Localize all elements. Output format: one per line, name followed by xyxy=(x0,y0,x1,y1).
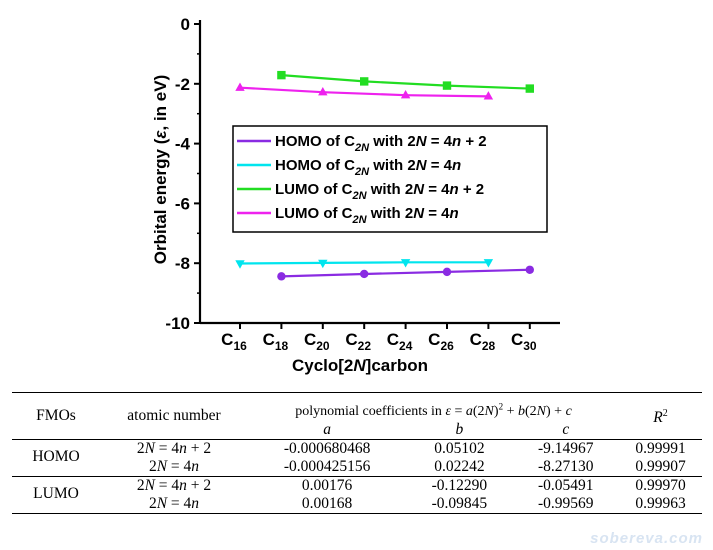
table-row: 2N = 4n -0.000425156 0.02242 -8.27130 0.9990… xyxy=(12,458,702,477)
value-cell-b: -0.09845 xyxy=(431,494,488,512)
data-point xyxy=(525,265,534,274)
table-row: HOMO 2N = 4n + 2 -0.000680468 0.05102 -9.149… xyxy=(12,439,702,465)
x-tick-label: C18 xyxy=(263,330,289,353)
value-cell-c: -8.27130 xyxy=(538,457,594,475)
y-tick-label: -4 xyxy=(175,135,191,154)
data-point xyxy=(277,70,286,80)
fmo-cell: LUMO xyxy=(33,484,79,502)
value-cell-b: 0.02242 xyxy=(434,457,485,475)
data-point xyxy=(442,267,452,277)
data-point xyxy=(442,81,452,90)
series-line xyxy=(281,268,530,278)
header-b: b xyxy=(455,420,464,438)
legend-label: HOMO of C2N with 2N = 4n + 2 xyxy=(275,133,487,154)
y-tick-label: -6 xyxy=(175,194,190,213)
series-3 xyxy=(277,70,534,93)
atomic-number-cell: 2N = 4n + 2 xyxy=(136,439,212,457)
y-axis-title: Orbital energy (ε, in eV) xyxy=(151,75,170,265)
legend-label: HOMO of C2N with 2N = 4n xyxy=(275,157,461,178)
polynomial-fit-table: FMOs atomic number polynomial coefficien… xyxy=(12,392,702,514)
chart-legend: HOMO of C2N with 2N = 4n + 2 HOMO of C2N … xyxy=(232,125,548,233)
series-2 xyxy=(235,259,494,269)
value-cell-a: 0.00176 xyxy=(301,476,353,494)
x-tick-label: C22 xyxy=(345,330,371,353)
series-layer xyxy=(235,70,534,281)
series-1 xyxy=(277,265,534,281)
data-point xyxy=(360,269,369,279)
x-tick-label: C30 xyxy=(511,330,537,353)
data-point xyxy=(483,91,494,100)
header-atomic-number: atomic number xyxy=(127,406,221,424)
atomic-number-cell: 2N = 4n + 2 xyxy=(136,476,212,494)
data-point xyxy=(318,259,328,269)
value-cell-r2: 0.99907 xyxy=(635,457,686,475)
x-tick-label: C26 xyxy=(428,330,454,353)
data-point xyxy=(483,259,494,268)
watermark: sobereva.com xyxy=(590,530,703,547)
data-point xyxy=(360,77,369,86)
data-point xyxy=(235,260,245,269)
x-tick-label: C28 xyxy=(470,330,496,353)
value-cell-c: -9.14967 xyxy=(538,439,594,457)
data-point xyxy=(277,272,286,281)
series-line xyxy=(239,261,489,265)
value-cell-a: 0.00168 xyxy=(301,494,353,512)
atomic-number-cell: 2N = 4n xyxy=(148,457,200,475)
value-cell-c: -0.05491 xyxy=(538,476,594,494)
fmo-cell: HOMO xyxy=(32,447,80,465)
orbital-energy-chart: 0 -2 -4 -6 -8 -10 C16 C18 C20 C22 C24 C26 C28 C30 Cycl… xyxy=(151,15,560,375)
header-a: a xyxy=(323,420,331,438)
x-tick-label: C24 xyxy=(387,330,413,353)
value-cell-r2: 0.99991 xyxy=(635,439,686,457)
x-axis-title: Cyclo[2N]carbon xyxy=(292,356,428,375)
data-point xyxy=(318,86,328,96)
header-r2: R2 xyxy=(653,407,668,426)
header-polynomial: polynomial coefficients in ε = a(2N)2 + … xyxy=(295,401,572,419)
value-cell-r2: 0.99963 xyxy=(635,494,686,512)
legend-box xyxy=(232,125,548,233)
table-row: LUMO 2N = 4n + 2 0.00176 -0.12290 -0.05491 0.… xyxy=(12,476,702,502)
header-fmos: FMOs xyxy=(36,406,76,424)
value-cell-a: -0.000425156 xyxy=(283,457,371,475)
data-point xyxy=(400,259,411,268)
value-cell-c: -0.99569 xyxy=(538,494,594,512)
value-cell-a: -0.000680468 xyxy=(283,439,371,457)
y-tick-label: -2 xyxy=(175,75,190,94)
x-tick-label: C20 xyxy=(304,330,330,353)
data-point xyxy=(400,89,411,99)
series-line xyxy=(239,86,489,98)
series-4 xyxy=(235,82,494,100)
y-tick-label: -10 xyxy=(165,314,190,333)
x-tick-label: C16 xyxy=(221,330,247,353)
data-point xyxy=(525,84,534,93)
chart-axes: 0 -2 -4 -6 -8 -10 C16 C18 C20 C22 C24 C26 C28 C30 Cycl… xyxy=(151,15,560,375)
value-cell-b: 0.05102 xyxy=(434,439,485,457)
value-cell-b: -0.12290 xyxy=(431,476,488,494)
data-point xyxy=(235,82,245,91)
y-tick-label: -8 xyxy=(175,254,190,273)
header-c: c xyxy=(562,420,570,438)
atomic-number-cell: 2N = 4n xyxy=(148,494,200,512)
table-row: 2N = 4n 0.00168 -0.09845 -0.99569 0.99963 xyxy=(12,495,702,514)
y-tick-label: 0 xyxy=(181,15,190,34)
value-cell-r2: 0.99970 xyxy=(635,476,686,494)
series-line xyxy=(281,74,530,90)
legend-label: LUMO of C2N with 2N = 4n + 2 xyxy=(275,181,484,202)
legend-label: LUMO of C2N with 2N = 4n xyxy=(275,205,459,226)
